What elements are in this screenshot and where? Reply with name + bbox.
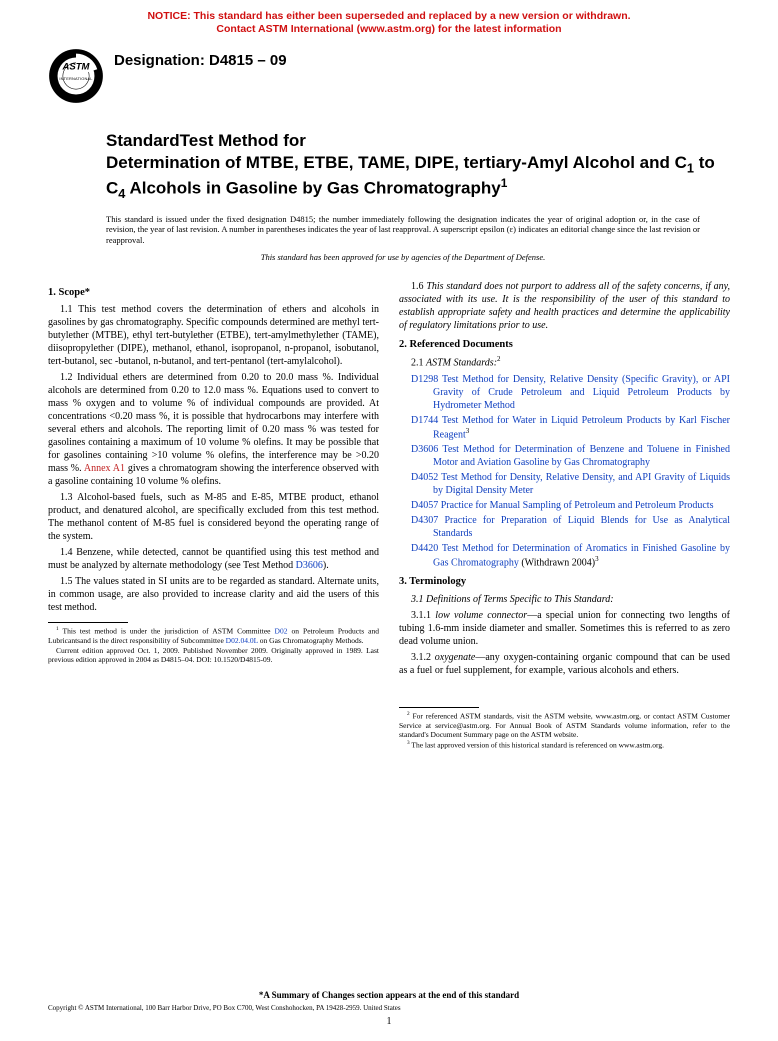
terminology-heading: 3. Terminology <box>399 575 730 589</box>
num-1-1: 1.1 <box>60 304 78 315</box>
num-2-1: 2.1 <box>411 358 426 369</box>
summary-changes-note: *A Summary of Changes section appears at… <box>48 990 730 1000</box>
text-1-3: Alcohol-based fuels, such as M-85 and E-… <box>48 492 379 542</box>
footnote-1-p2: Current edition approved Oct. 1, 2009. P… <box>48 646 379 665</box>
text-1-5: The values stated in SI units are to be … <box>48 576 379 613</box>
num-1-5: 1.5 <box>60 576 75 587</box>
text-1-4b: ). <box>323 560 329 571</box>
page: NOTICE: This standard has either been su… <box>0 0 778 769</box>
ref-sup: 3 <box>466 427 470 435</box>
para-3-1-2: 3.1.2 oxygenate—any oxygen-containing or… <box>399 651 730 677</box>
issuance-note: This standard is issued under the fixed … <box>106 214 700 246</box>
scope-heading: 1. Scope* <box>48 286 379 300</box>
num-1-2: 1.2 <box>60 372 77 383</box>
footnote-3: 3 The last approved version of this hist… <box>399 740 730 750</box>
title-sup: 1 <box>501 176 508 190</box>
ref-item-d4052: D4052 Test Method for Density, Relative … <box>399 471 730 497</box>
num-1-3: 1.3 <box>60 492 77 503</box>
fn1-a: This test method is under the jurisdicti… <box>59 627 275 636</box>
ref-link-d3606-inline[interactable]: D3606 <box>296 560 323 571</box>
num-1-6: 1.6 <box>411 281 426 292</box>
num-1-4: 1.4 <box>60 547 76 558</box>
ref-text: Practice for Manual Sampling of Petroleu… <box>438 500 713 511</box>
ref-trail: (Withdrawn 2004) <box>519 557 595 568</box>
para-1-1: 1.1 This test method covers the determin… <box>48 303 379 368</box>
footnote-rule-right <box>399 707 479 708</box>
term-3-1-2: oxygenate <box>435 652 476 663</box>
para-1-2: 1.2 Individual ethers are determined fro… <box>48 371 379 488</box>
label-2-1: ASTM Standards: <box>426 358 497 369</box>
para-2-1: 2.1 ASTM Standards:2 <box>399 355 730 369</box>
ref-text: Practice for Preparation of Liquid Blend… <box>433 515 730 539</box>
title-line2b: Alcohols in Gasoline by Gas Chromatograp… <box>125 178 500 197</box>
ref-item-d4420: D4420 Test Method for Determination of A… <box>399 542 730 569</box>
document-title: StandardTest Method for Determination of… <box>106 130 720 202</box>
references-list: D1298 Test Method for Density, Relative … <box>399 373 730 570</box>
footnote-2: 2 For referenced ASTM standards, visit t… <box>399 711 730 740</box>
para-1-3: 1.3 Alcohol-based fuels, such as M-85 an… <box>48 491 379 543</box>
num-3-1-2: 3.1.2 <box>411 652 435 663</box>
supersede-notice: NOTICE: This standard has either been su… <box>48 10 730 36</box>
text-1-4a: Benzene, while detected, cannot be quant… <box>48 547 379 571</box>
astm-logo: ASTM INTERNATIONAL <box>48 48 104 104</box>
ref-link-d3606[interactable]: D3606 <box>411 444 438 455</box>
copyright: Copyright © ASTM International, 100 Barr… <box>48 1004 730 1012</box>
body-columns: 1. Scope* 1.1 This test method covers th… <box>48 280 730 750</box>
ref-text: Test Method for Water in Liquid Petroleu… <box>433 415 730 440</box>
text-1-6: This standard does not purport to addres… <box>399 281 730 331</box>
page-footer: *A Summary of Changes section appears at… <box>48 990 730 1027</box>
column-break <box>48 664 379 665</box>
refdocs-heading: 2. Referenced Documents <box>399 338 730 352</box>
ref-link-d4052[interactable]: D4052 <box>411 472 438 483</box>
notice-line2: Contact ASTM International (www.astm.org… <box>216 23 561 35</box>
ref-text: Test Method for Determination of Benzene… <box>433 444 730 468</box>
ref-text: Test Method for Density, Relative Densit… <box>433 472 730 496</box>
sup-2-1: 2 <box>497 355 501 363</box>
right-footnotes: 2 For referenced ASTM standards, visit t… <box>399 707 730 750</box>
designation: Designation: D4815 – 09 <box>114 52 287 69</box>
text-1-1: This test method covers the determinatio… <box>48 304 379 367</box>
ref-link-d4057[interactable]: D4057 <box>411 500 438 511</box>
svg-text:ASTM: ASTM <box>62 62 91 73</box>
num-3-1-1: 3.1.1 <box>411 610 435 621</box>
fn1-link1[interactable]: D02 <box>275 627 288 636</box>
para-1-5: 1.5 The values stated in SI units are to… <box>48 575 379 614</box>
ref-item-d1744: D1744 Test Method for Water in Liquid Pe… <box>399 414 730 441</box>
ref-item-d1298: D1298 Test Method for Density, Relative … <box>399 373 730 412</box>
ref-text: Test Method for Density, Relative Densit… <box>433 374 730 411</box>
para-3-1: 3.1 Definitions of Terms Specific to Thi… <box>399 593 730 606</box>
title-sub1: 1 <box>687 160 694 175</box>
fn3-text: The last approved version of this histor… <box>410 740 664 749</box>
dod-note: This standard has been approved for use … <box>106 252 700 262</box>
page-number: 1 <box>48 1016 730 1027</box>
annex-link[interactable]: Annex A1 <box>84 463 125 474</box>
ref-item-d4307: D4307 Practice for Preparation of Liquid… <box>399 514 730 540</box>
left-footnotes: 1 This test method is under the jurisdic… <box>48 622 379 664</box>
ref-sup: 3 <box>595 555 599 563</box>
svg-text:INTERNATIONAL: INTERNATIONAL <box>59 76 93 81</box>
ref-link-d4420[interactable]: D4420 <box>411 543 438 554</box>
ref-link-d4307[interactable]: D4307 <box>411 515 438 526</box>
footnote-rule-left <box>48 622 128 623</box>
title-line1: StandardTest Method for <box>106 131 306 150</box>
title-block: StandardTest Method for Determination of… <box>106 130 720 202</box>
footnote-1: 1 This test method is under the jurisdic… <box>48 626 379 645</box>
ref-item-d4057: D4057 Practice for Manual Sampling of Pe… <box>399 499 730 512</box>
term-3-1-1: low volume connector <box>435 610 527 621</box>
ref-link-d1298[interactable]: D1298 <box>411 374 438 385</box>
ref-item-d3606: D3606 Test Method for Determination of B… <box>399 443 730 469</box>
fn1-c: on Gas Chromatography Methods. <box>258 636 364 645</box>
header: ASTM INTERNATIONAL Designation: D4815 – … <box>48 48 730 104</box>
fn1-link2[interactable]: D02.04.0L <box>226 636 258 645</box>
title-line2a: Determination of MTBE, ETBE, TAME, DIPE,… <box>106 153 687 172</box>
fn2-text: For referenced ASTM standards, visit the… <box>399 711 730 739</box>
notice-line1: NOTICE: This standard has either been su… <box>147 10 630 22</box>
text-1-2a: Individual ethers are determined from 0.… <box>48 372 379 474</box>
para-3-1-1: 3.1.1 low volume connector—a special uni… <box>399 609 730 648</box>
para-1-6: 1.6 This standard does not purport to ad… <box>399 280 730 332</box>
ref-link-d1744[interactable]: D1744 <box>411 415 438 426</box>
para-1-4: 1.4 Benzene, while detected, cannot be q… <box>48 546 379 572</box>
